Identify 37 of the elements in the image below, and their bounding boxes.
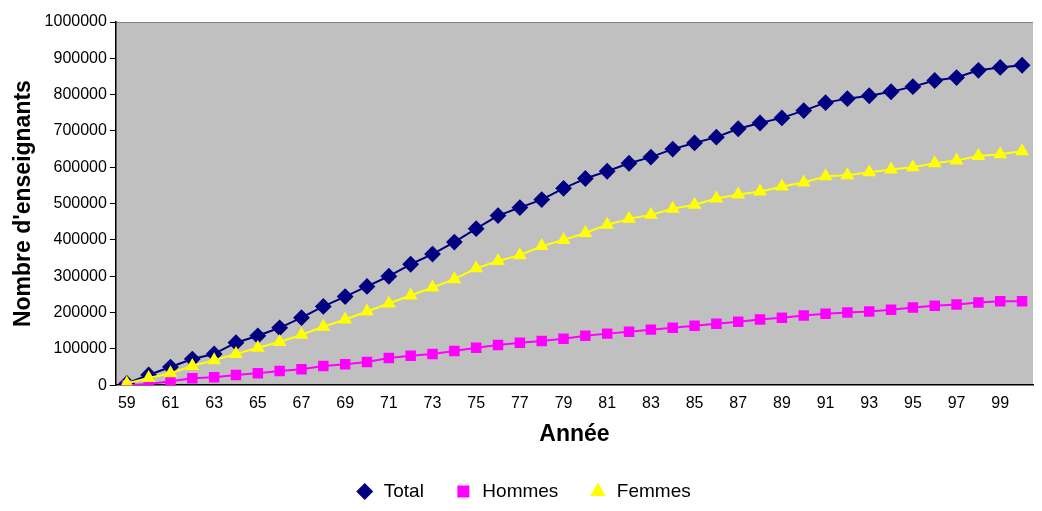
x-tick-label: 65 [248,394,267,412]
x-tick-label: 85 [685,394,704,412]
x-tick-label: 77 [510,394,529,412]
x-tick-label: 59 [117,394,136,412]
x-tick-label: 73 [423,394,442,412]
x-axis-title: Année [539,419,610,446]
legend-label: Hommes [482,479,559,501]
x-tick-label: 71 [379,394,398,412]
x-tick-label: 87 [729,394,748,412]
y-tick-label: 1000000 [44,12,107,30]
y-tick-label: 600000 [53,157,107,175]
x-tick-label: 97 [947,394,966,412]
x-tick-label: 75 [467,394,486,412]
x-tick-label: 81 [598,394,617,412]
x-tick-label: 95 [904,394,922,412]
y-tick-label: 900000 [53,48,107,66]
y-tick-label: 400000 [53,230,107,248]
x-tick-label: 63 [205,394,224,412]
x-tick-label: 99 [991,394,1010,412]
y-tick-label: 800000 [53,85,107,103]
x-tick-label: 89 [772,394,791,412]
y-tick-label: 200000 [53,302,107,320]
legend-label: Femmes [616,479,691,501]
x-tick-label: 67 [292,394,311,412]
x-tick-label: 83 [641,394,660,412]
y-tick-label: 100000 [53,339,107,357]
x-tick-label: 69 [336,394,355,412]
x-tick-label: 93 [860,394,879,412]
legend-label: Total [383,479,424,501]
x-tick-label: 91 [816,394,835,412]
y-axis-title: Nombre d'enseignants [9,80,36,328]
x-tick-label: 61 [161,394,180,412]
x-tick-label: 79 [554,394,573,412]
y-tick-label: 500000 [53,194,107,212]
y-tick-label: 0 [97,375,107,393]
y-tick-label: 300000 [53,266,107,284]
y-tick-label: 700000 [53,121,107,139]
